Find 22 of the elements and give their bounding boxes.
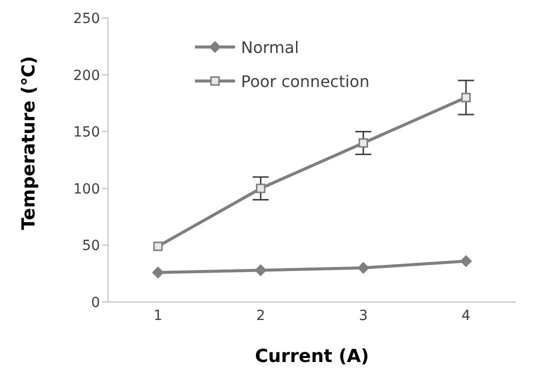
x-tick-label: 1 [154, 308, 162, 324]
x-tick-label: 2 [256, 308, 266, 324]
point [357, 262, 370, 274]
y-tick-label: 200 [73, 68, 100, 84]
point [152, 266, 164, 278]
y-tick-label: 250 [73, 10, 100, 27]
point [153, 242, 163, 252]
x-tick-label: 4 [462, 308, 471, 324]
point [254, 264, 267, 276]
y-axis-title: Temperature (℃) [18, 56, 40, 230]
point [460, 255, 472, 268]
y-tick-label: 150 [73, 124, 100, 141]
point [256, 184, 266, 194]
legend-label: Normal [241, 38, 299, 56]
legend-label: Poor connection [241, 72, 370, 90]
point [358, 138, 368, 148]
x-tick-label: 3 [358, 308, 368, 324]
point [461, 92, 471, 102]
y-tick-label: 0 [91, 294, 100, 311]
x-axis-title: Current (A) [254, 346, 370, 367]
y-tick-label: 100 [73, 181, 100, 198]
y-tick-label: 50 [82, 238, 100, 254]
